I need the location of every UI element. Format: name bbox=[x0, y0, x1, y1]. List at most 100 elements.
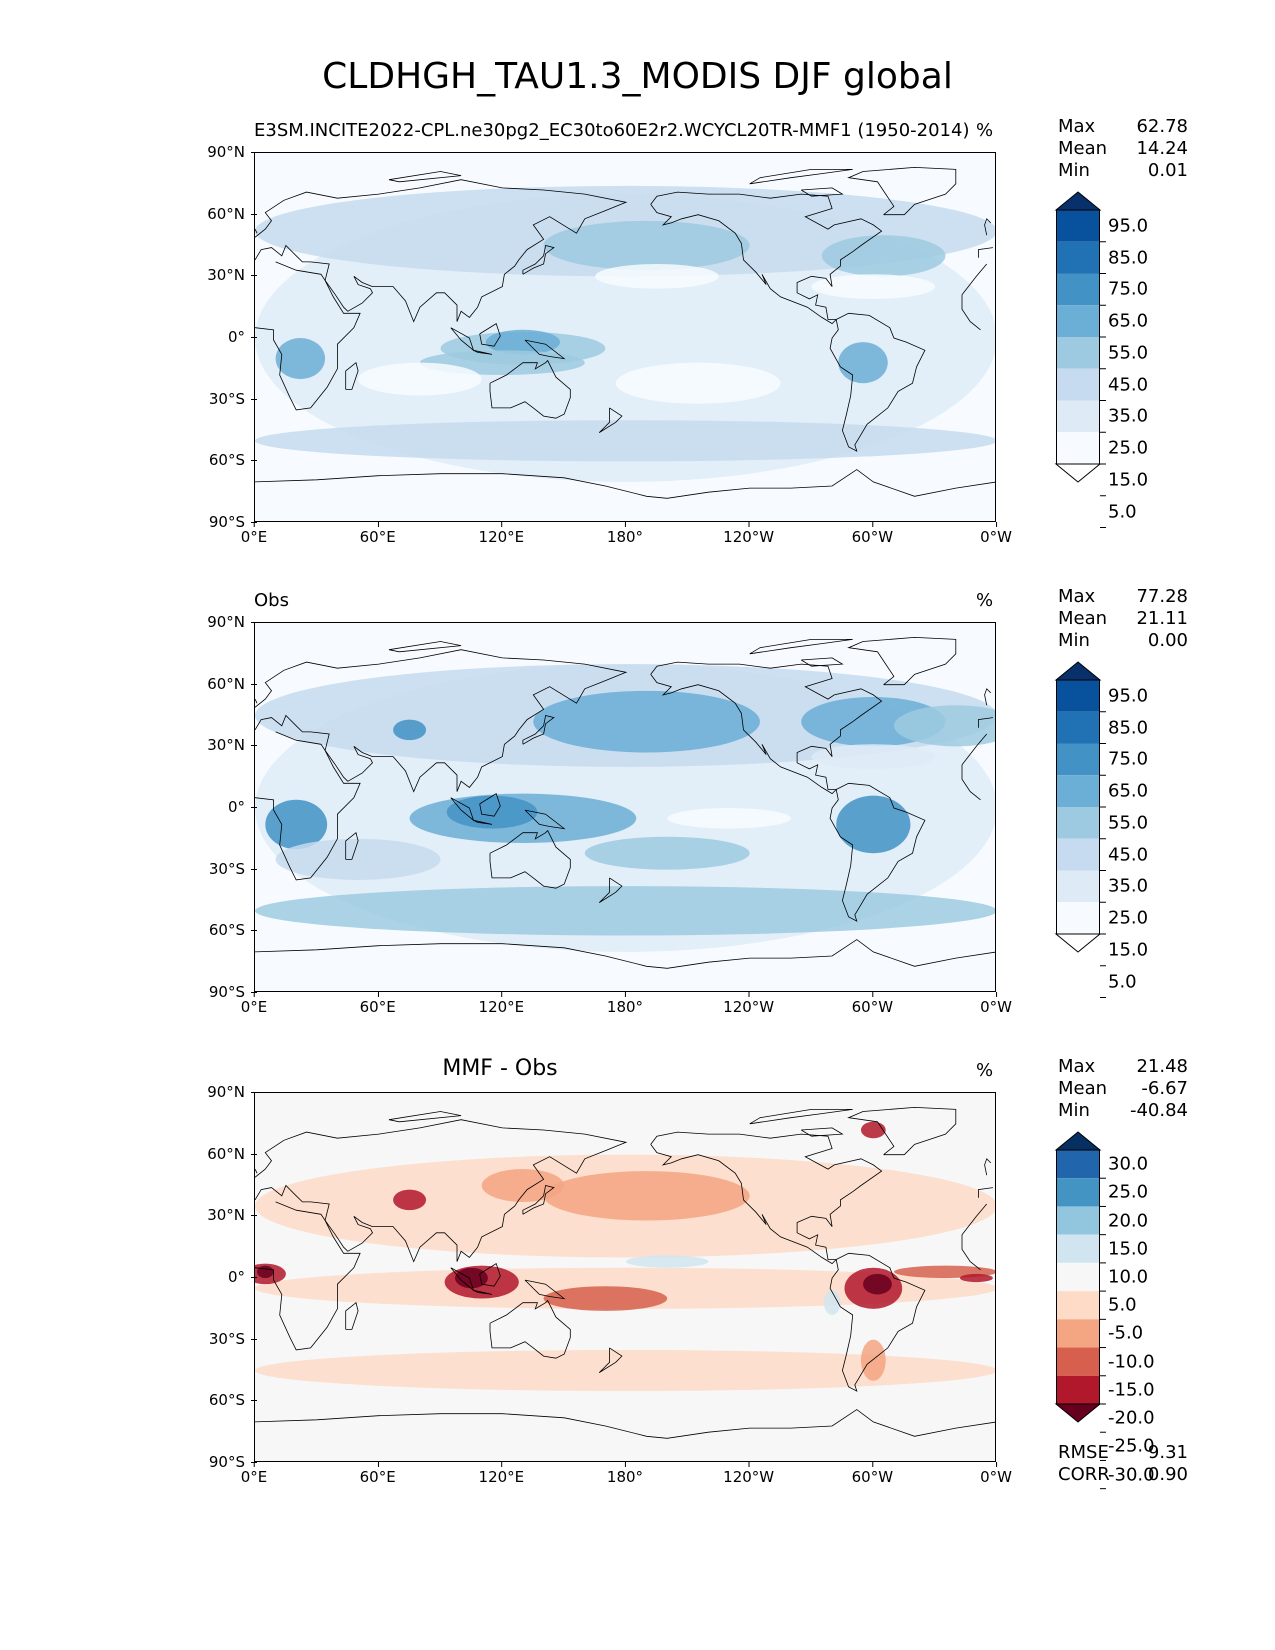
contour-region bbox=[595, 264, 719, 289]
coastline bbox=[749, 639, 853, 655]
coastline bbox=[388, 171, 462, 183]
contour-region bbox=[823, 1290, 841, 1315]
colorbar-segment bbox=[1056, 1375, 1100, 1404]
lat-tick-label: 60°N bbox=[207, 1144, 257, 1163]
coastline bbox=[522, 1185, 555, 1215]
colorbar-outline bbox=[1056, 209, 1100, 465]
contour-region bbox=[860, 1339, 886, 1381]
lat-tick-label: 60°N bbox=[207, 674, 257, 693]
colorbar-extend-bottom bbox=[1054, 933, 1102, 953]
colorbar-label: 5.0 bbox=[1108, 971, 1137, 993]
units-label: % bbox=[976, 1060, 994, 1081]
lat-tick-label: 30°N bbox=[207, 1206, 257, 1225]
colorbar-label: 25.0 bbox=[1108, 907, 1149, 929]
contour-region bbox=[275, 838, 441, 880]
lat-tick-label: 90°N bbox=[207, 613, 257, 631]
units-label: % bbox=[976, 590, 994, 611]
colorbar-segment bbox=[1056, 870, 1100, 903]
stats-box: Max 21.48 Mean -6.67 Min -40.84 bbox=[1058, 1056, 1188, 1122]
stat-label: Max bbox=[1058, 1056, 1096, 1077]
stat-value: 14.24 bbox=[1136, 138, 1188, 159]
lon-tick-label: 180° bbox=[606, 1462, 644, 1486]
contour-region bbox=[255, 420, 995, 462]
coastline bbox=[255, 179, 993, 323]
colorbar-label: -30.0 bbox=[1108, 1464, 1155, 1486]
colorbar-label: 45.0 bbox=[1108, 844, 1149, 866]
coastline bbox=[598, 877, 623, 903]
coastline bbox=[473, 1289, 493, 1295]
contour-region bbox=[257, 1265, 274, 1278]
colorbar-segment bbox=[1056, 807, 1100, 839]
panel-title: E3SM.INCITE2022-CPL.ne30pg2_EC30to60E2r2… bbox=[254, 120, 970, 141]
lon-tick-label: 60°E bbox=[359, 992, 396, 1016]
colorbar-label: 5.0 bbox=[1108, 1294, 1137, 1316]
lon-tick-label: 0°E bbox=[240, 1462, 268, 1486]
lon-tick-label: 120°W bbox=[723, 992, 775, 1016]
lat-tick-label: 30°S bbox=[208, 1329, 258, 1348]
map-obs bbox=[254, 622, 996, 992]
contour-region bbox=[393, 1189, 427, 1211]
lon-tick-label: 0°W bbox=[980, 522, 1012, 546]
stat-value: 0.01 bbox=[1147, 160, 1188, 181]
stat-value: 77.28 bbox=[1136, 586, 1188, 607]
map-canvas bbox=[255, 153, 995, 521]
colorbar-label: 65.0 bbox=[1108, 780, 1149, 802]
contour-region bbox=[485, 329, 561, 355]
colorbar-segment bbox=[1056, 241, 1100, 274]
colorbar-label: -10.0 bbox=[1108, 1351, 1155, 1373]
coastline bbox=[650, 1131, 883, 1265]
colorbar-label: 10.0 bbox=[1108, 1266, 1149, 1288]
coastline bbox=[650, 191, 883, 325]
colorbar bbox=[1054, 661, 1106, 998]
colorbar-label: 35.0 bbox=[1108, 405, 1149, 427]
lat-tick-label: 30°S bbox=[208, 389, 258, 408]
coastline bbox=[489, 359, 571, 419]
stat-value: 62.78 bbox=[1136, 116, 1188, 137]
contour-region bbox=[543, 1171, 750, 1221]
contour-region bbox=[481, 1169, 565, 1202]
colorbar-extend-top bbox=[1054, 661, 1102, 681]
coastline bbox=[749, 1109, 853, 1125]
coastline bbox=[847, 636, 957, 686]
stat-value: -6.67 bbox=[1141, 1078, 1188, 1099]
contour-region bbox=[863, 1273, 892, 1295]
stat-value: 9.31 bbox=[1147, 1442, 1188, 1463]
figure-title: CLDHGH_TAU1.3_MODIS DJF global bbox=[322, 56, 953, 97]
colorbar-label: 85.0 bbox=[1108, 247, 1149, 269]
lon-tick-label: 120°W bbox=[723, 522, 775, 546]
coastline bbox=[255, 649, 993, 793]
colorbar-segment bbox=[1056, 1262, 1100, 1292]
colorbar-segment bbox=[1056, 1234, 1100, 1263]
colorbar-extend-bottom bbox=[1054, 1403, 1102, 1423]
coastline bbox=[847, 166, 957, 216]
colorbar-segment bbox=[1056, 1291, 1100, 1320]
lat-tick-label: 0° bbox=[227, 798, 258, 816]
coastline bbox=[255, 939, 995, 969]
lon-tick-label: 0°E bbox=[240, 522, 268, 546]
coastline bbox=[598, 407, 623, 433]
coastline bbox=[255, 218, 992, 236]
coastline bbox=[489, 1299, 571, 1359]
coastline bbox=[450, 327, 475, 352]
colorbar-extend-top bbox=[1054, 1131, 1102, 1151]
lon-tick-label: 60°E bbox=[359, 522, 396, 546]
stat-label: Max bbox=[1058, 116, 1096, 137]
contour-region bbox=[255, 1349, 995, 1392]
map-canvas bbox=[255, 1093, 995, 1461]
contour-region bbox=[811, 274, 936, 299]
contour-region bbox=[811, 744, 936, 769]
colorbar-segment bbox=[1056, 1178, 1100, 1207]
colorbar-segment bbox=[1056, 775, 1100, 807]
lon-tick-label: 120°W bbox=[723, 1462, 775, 1486]
lon-tick-label: 60°E bbox=[359, 1462, 396, 1486]
coastline bbox=[800, 1127, 844, 1137]
colorbar-segment bbox=[1056, 838, 1100, 871]
coastline bbox=[255, 1119, 993, 1263]
coastline bbox=[829, 1252, 926, 1392]
coastline bbox=[255, 1409, 995, 1439]
stat-label: Mean bbox=[1058, 138, 1108, 159]
lon-tick-label: 60°W bbox=[851, 522, 894, 546]
stat-label: Mean bbox=[1058, 608, 1108, 629]
contour-region bbox=[626, 1255, 709, 1268]
stat-label: Min bbox=[1058, 1100, 1090, 1121]
